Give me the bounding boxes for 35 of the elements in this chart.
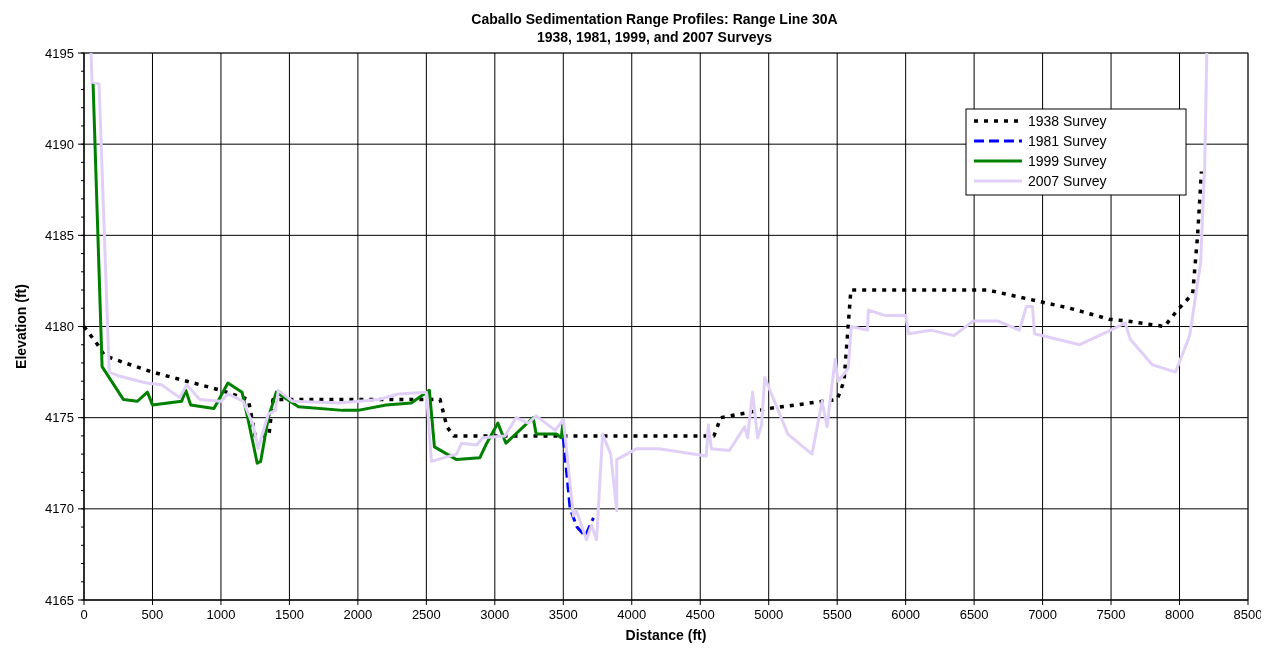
x-tick-label: 7000	[1028, 607, 1058, 622]
legend-label: 1999 Survey	[1028, 153, 1107, 169]
x-tick-label: 6000	[891, 607, 921, 622]
y-tick-label: 4190	[45, 136, 74, 152]
x-tick-label: 3500	[548, 607, 578, 622]
x-tick-label: 2500	[411, 607, 441, 622]
y-tick-label: 4165	[45, 592, 74, 608]
x-tick-label: 5000	[754, 607, 784, 622]
x-tick-label: 7500	[1096, 607, 1126, 622]
x-tick-label: 8500	[1233, 607, 1263, 622]
y-tick-label: 4175	[45, 410, 74, 426]
x-tick-label: 5500	[822, 607, 852, 622]
x-tick-label: 4500	[685, 607, 715, 622]
x-tick-label: 8000	[1165, 607, 1194, 622]
y-tick-label: 4185	[45, 227, 74, 243]
x-tick-label: 500	[141, 607, 164, 622]
legend-label: 1938 Survey	[1028, 113, 1107, 129]
chart-title: Caballo Sedimentation Range Profiles: Range Line 30A	[471, 11, 838, 27]
x-tick-label: 4000	[617, 607, 647, 622]
x-tick-label: 3000	[480, 607, 510, 622]
x-tick-label: 2000	[343, 607, 373, 622]
x-tick-label: 1000	[206, 607, 236, 622]
line-series	[561, 436, 595, 538]
legend-label: 2007 Survey	[1028, 173, 1107, 189]
x-axis-title: Distance (ft)	[625, 627, 707, 643]
line-series	[89, 51, 1209, 542]
x-tick-label: 6500	[959, 607, 989, 622]
y-tick-label: 4170	[45, 501, 74, 517]
chart-subtitle: 1938, 1981, 1999, and 2007 Surveys	[536, 29, 773, 45]
y-tick-label: 4180	[45, 319, 74, 334]
y-axis-title: Elevation (ft)	[13, 284, 29, 369]
y-tick-label: 4195	[45, 45, 74, 61]
x-tick-label: 1500	[274, 607, 304, 622]
legend-label: 1981 Survey	[1028, 133, 1107, 149]
x-tick-label: 0	[80, 607, 88, 622]
